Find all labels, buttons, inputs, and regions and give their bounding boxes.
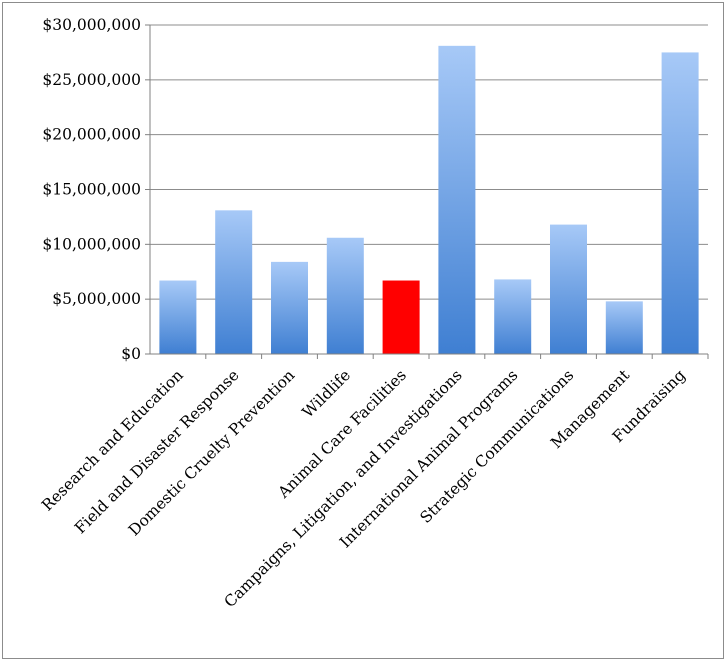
y-tick-label: $15,000,000 xyxy=(42,181,141,199)
bar-field-and-disaster-response xyxy=(215,210,253,354)
axes xyxy=(145,24,709,359)
bar-management xyxy=(605,301,643,354)
bar-fundraising xyxy=(661,52,699,355)
bar-international-animal-programs xyxy=(494,279,532,354)
x-category-label: Wildlife xyxy=(299,366,354,421)
y-tick-label: $30,000,000 xyxy=(42,16,141,34)
bar-research-and-education xyxy=(159,280,197,354)
bars xyxy=(159,45,699,355)
y-tick-label: $0 xyxy=(121,345,141,363)
bar-animal-care-facilities xyxy=(382,280,420,354)
bar-wildlife xyxy=(326,237,364,354)
bar-campaigns-litigation-and-investigations xyxy=(438,45,476,354)
bar-domestic-cruelty-prevention xyxy=(271,261,308,354)
bar-strategic-communications xyxy=(550,224,587,354)
y-tick-label: $5,000,000 xyxy=(52,290,141,308)
y-tick-label: $20,000,000 xyxy=(42,126,141,144)
y-tick-label: $10,000,000 xyxy=(42,235,141,253)
y-tick-label: $25,000,000 xyxy=(42,71,141,89)
